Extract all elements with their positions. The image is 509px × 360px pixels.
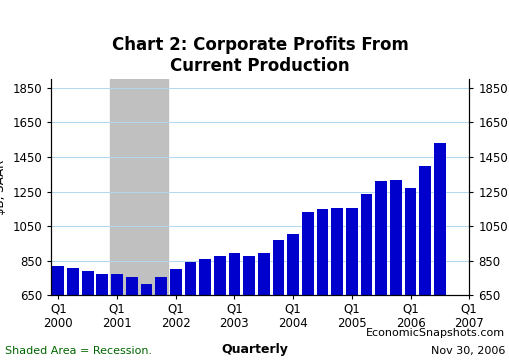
Y-axis label: $B, SAAR: $B, SAAR: [0, 159, 7, 215]
Bar: [109, 79, 168, 295]
Bar: [140, 284, 152, 360]
Bar: [316, 209, 328, 360]
Bar: [52, 266, 64, 360]
Bar: [184, 262, 196, 360]
Bar: [67, 267, 79, 360]
Bar: [169, 269, 181, 360]
Bar: [301, 212, 313, 360]
Bar: [389, 180, 401, 360]
Bar: [111, 274, 123, 360]
Bar: [96, 274, 108, 360]
Bar: [418, 166, 430, 360]
Bar: [228, 253, 240, 360]
Bar: [345, 208, 357, 360]
Bar: [287, 234, 298, 360]
Bar: [199, 259, 211, 360]
Bar: [155, 277, 166, 360]
Text: Quarterly: Quarterly: [221, 343, 288, 356]
Text: EconomicSnapshots.com: EconomicSnapshots.com: [365, 328, 504, 338]
Bar: [331, 208, 343, 360]
Title: Chart 2: Corporate Profits From
Current Production: Chart 2: Corporate Profits From Current …: [111, 36, 408, 75]
Bar: [81, 271, 93, 360]
Bar: [433, 143, 445, 360]
Bar: [213, 256, 225, 360]
Bar: [404, 188, 415, 360]
Bar: [258, 253, 269, 360]
Text: Nov 30, 2006: Nov 30, 2006: [430, 346, 504, 356]
Text: Shaded Area = Recession.: Shaded Area = Recession.: [5, 346, 152, 356]
Bar: [360, 194, 372, 360]
Bar: [375, 181, 386, 360]
Bar: [243, 256, 254, 360]
Bar: [126, 277, 137, 360]
Bar: [272, 240, 284, 360]
